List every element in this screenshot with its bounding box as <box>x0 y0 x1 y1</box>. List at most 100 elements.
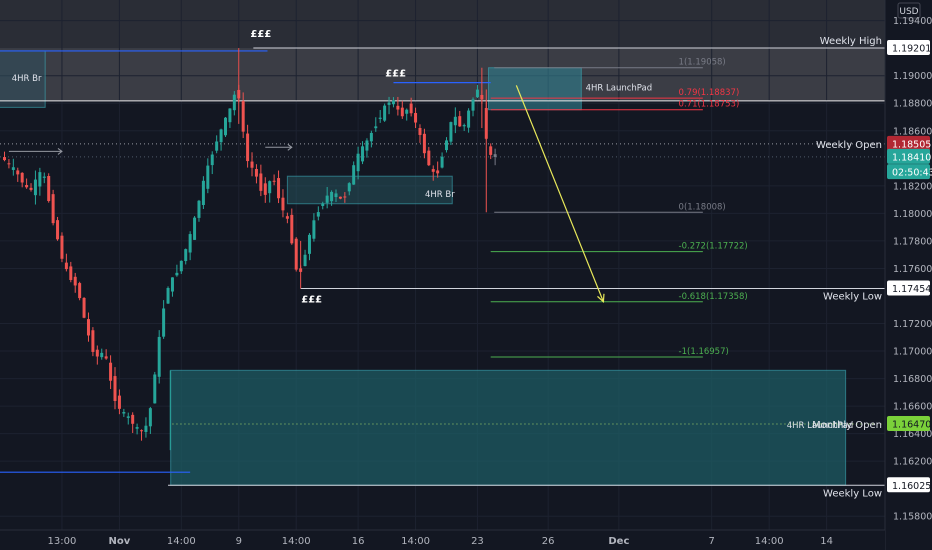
level-label: Weekly Low <box>823 488 882 499</box>
candle-body <box>374 126 378 129</box>
fib-label: -1(1.16957) <box>679 347 729 357</box>
fib-label: -0.272(1.17722) <box>679 242 748 252</box>
candle-body <box>11 167 15 170</box>
candle-body <box>361 146 365 162</box>
candle-body <box>135 427 139 429</box>
zone-box <box>487 67 582 111</box>
candle-body <box>131 414 135 424</box>
candle-body <box>29 187 33 190</box>
price-label: 1.16025 <box>892 481 931 492</box>
candle-body <box>436 170 440 174</box>
zone-box <box>0 50 46 108</box>
fib-label: 0(1.18008) <box>679 202 726 212</box>
candle-body <box>409 103 413 114</box>
candle-body <box>475 89 479 98</box>
arrow-head <box>287 143 293 151</box>
candle-body <box>162 308 166 337</box>
price-label: 1.19201 <box>892 44 931 55</box>
candle-body <box>414 112 418 123</box>
candle-body <box>7 163 11 165</box>
price-label: 1.16470 <box>892 420 931 431</box>
candle-body <box>166 287 170 304</box>
candle-body <box>338 196 342 199</box>
candle-body <box>175 272 179 276</box>
candle-body <box>33 179 37 196</box>
time-tick: 14 <box>820 536 833 547</box>
candle-body <box>347 183 351 192</box>
fib-label: 0.79(1.18837) <box>679 88 740 98</box>
time-tick: 16 <box>352 536 365 547</box>
candle-body <box>215 141 219 151</box>
time-axis[interactable]: 13:00 Nov 14:00 9 14:00 16 14:00 23 26 Dec 7 14:00 1… <box>0 529 885 550</box>
candle-body <box>263 183 267 195</box>
currency-label: USD <box>899 7 918 17</box>
candle-body <box>290 214 294 244</box>
candle-body <box>224 117 227 136</box>
candle-body <box>489 146 493 155</box>
candle-body <box>427 150 431 166</box>
arrow-head <box>57 148 63 155</box>
projection-arrow <box>515 85 604 302</box>
candle-body <box>246 133 250 162</box>
candle-body <box>396 105 400 110</box>
liquidity-mark: £££ <box>250 29 271 40</box>
price-label: 1.18410 <box>892 152 931 163</box>
candle-body <box>285 216 289 219</box>
candle-body <box>219 129 223 143</box>
candle-body <box>383 105 387 121</box>
candle-body <box>82 297 86 318</box>
liquidity-mark: £££ <box>301 294 322 305</box>
time-tick: 13:00 <box>48 536 77 547</box>
candle-body <box>316 212 320 217</box>
candle-body <box>69 266 73 280</box>
price-axis-bg <box>885 0 932 550</box>
candle-body <box>95 349 99 357</box>
time-tick: 23 <box>471 536 484 547</box>
candle-body <box>170 277 174 292</box>
time-tick: 14:00 <box>401 536 430 547</box>
candle-body <box>440 156 444 168</box>
time-tick: 14:00 <box>755 536 784 547</box>
price-tick: 1.18000 <box>893 209 932 220</box>
price-tick: 1.17000 <box>893 347 932 358</box>
candle-body <box>228 108 232 123</box>
fib-label: -0.618(1.17358) <box>679 292 748 302</box>
price-tick: 1.18600 <box>893 126 932 137</box>
top-shade <box>0 0 885 49</box>
price-label: 02:50:43 <box>892 168 932 179</box>
candle-body <box>330 191 334 202</box>
level-label: Weekly Open <box>816 140 882 151</box>
candle-body <box>51 194 55 224</box>
candle-body <box>3 157 6 161</box>
price-tick: 1.16600 <box>893 402 932 413</box>
candle-body <box>343 196 347 198</box>
candle-body <box>458 116 462 127</box>
candle-body <box>47 176 51 202</box>
candle-body <box>471 99 475 111</box>
price-label-box <box>887 135 930 151</box>
candle-body <box>254 168 258 177</box>
candle-body <box>453 116 457 126</box>
candle-body <box>325 195 329 203</box>
candle-body <box>60 235 64 259</box>
price-tick: 1.19400 <box>893 16 932 27</box>
time-axis-bg <box>0 530 885 550</box>
candle-body <box>405 109 409 114</box>
candle-body <box>122 412 126 414</box>
currency-box <box>897 2 921 19</box>
candles <box>3 48 497 451</box>
price-tick: 1.18800 <box>893 99 932 110</box>
level-label: Weekly Low <box>823 292 882 303</box>
time-tick: 14:00 <box>167 536 196 547</box>
price-tick: 1.16400 <box>893 429 932 440</box>
time-tick: Nov <box>109 536 131 547</box>
price-tick: 1.19000 <box>893 71 932 82</box>
candle-body <box>312 220 316 239</box>
candle-body <box>378 117 382 119</box>
weekly-range-shade <box>0 48 885 102</box>
candle-body <box>42 176 46 178</box>
candle-body <box>356 153 360 172</box>
candle-body <box>117 395 121 409</box>
